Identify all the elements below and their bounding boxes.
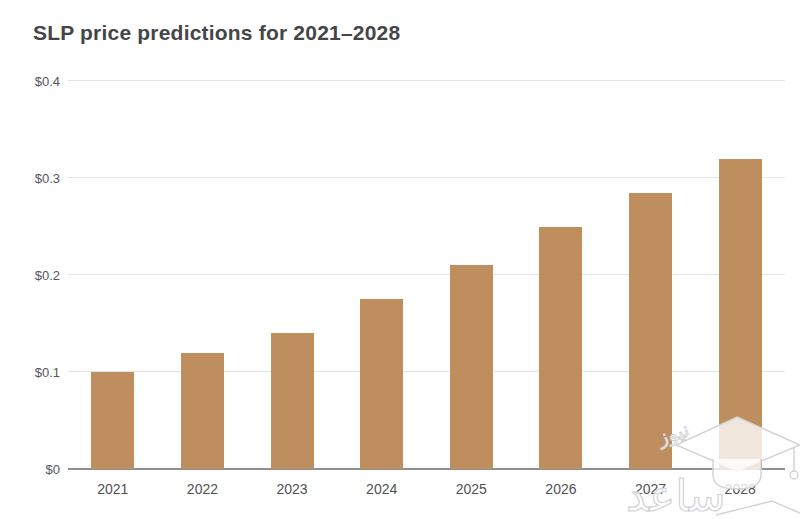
y-tick-label: $0.3 [35,171,60,186]
plot-area [68,81,785,469]
bar-slot-2025 [427,81,517,469]
bar-2021 [91,372,134,469]
x-tick-label-2027: 2027 [606,481,696,497]
bar-chart: $0.4$0.3$0.2$0.1$0 [0,81,800,469]
bar-slot-2028 [695,81,785,469]
x-tick-label-2026: 2026 [516,481,606,497]
y-tick-label: $0 [46,462,60,477]
x-tick-label-2024: 2024 [337,481,427,497]
bar-slot-2021 [68,81,158,469]
y-tick-label: $0.2 [35,268,60,283]
y-tick-label: $0.1 [35,365,60,380]
bar-slot-2023 [247,81,337,469]
bar-2024 [360,299,403,469]
bar-2025 [450,265,493,469]
bar-slot-2027 [606,81,696,469]
chart-title: SLP price predictions for 2021–2028 [33,21,400,45]
bar-2026 [539,227,582,470]
bar-2028 [719,159,762,469]
x-tick-label-2023: 2023 [247,481,337,497]
y-tick-label: $0.4 [35,74,60,89]
bar-2027 [629,193,672,469]
x-tick-label-2021: 2021 [68,481,158,497]
bar-slot-2024 [337,81,427,469]
bar-2023 [271,333,314,469]
x-tick-label-2028: 2028 [695,481,785,497]
x-axis-labels: 20212022202320242025202620272028 [68,481,785,497]
bars-row [68,81,785,469]
x-tick-label-2022: 2022 [158,481,248,497]
x-tick-label-2025: 2025 [427,481,517,497]
bar-slot-2026 [516,81,606,469]
bar-2022 [181,353,224,469]
chart-page: SLP price predictions for 2021–2028 $0.4… [0,0,800,519]
bar-slot-2022 [158,81,248,469]
